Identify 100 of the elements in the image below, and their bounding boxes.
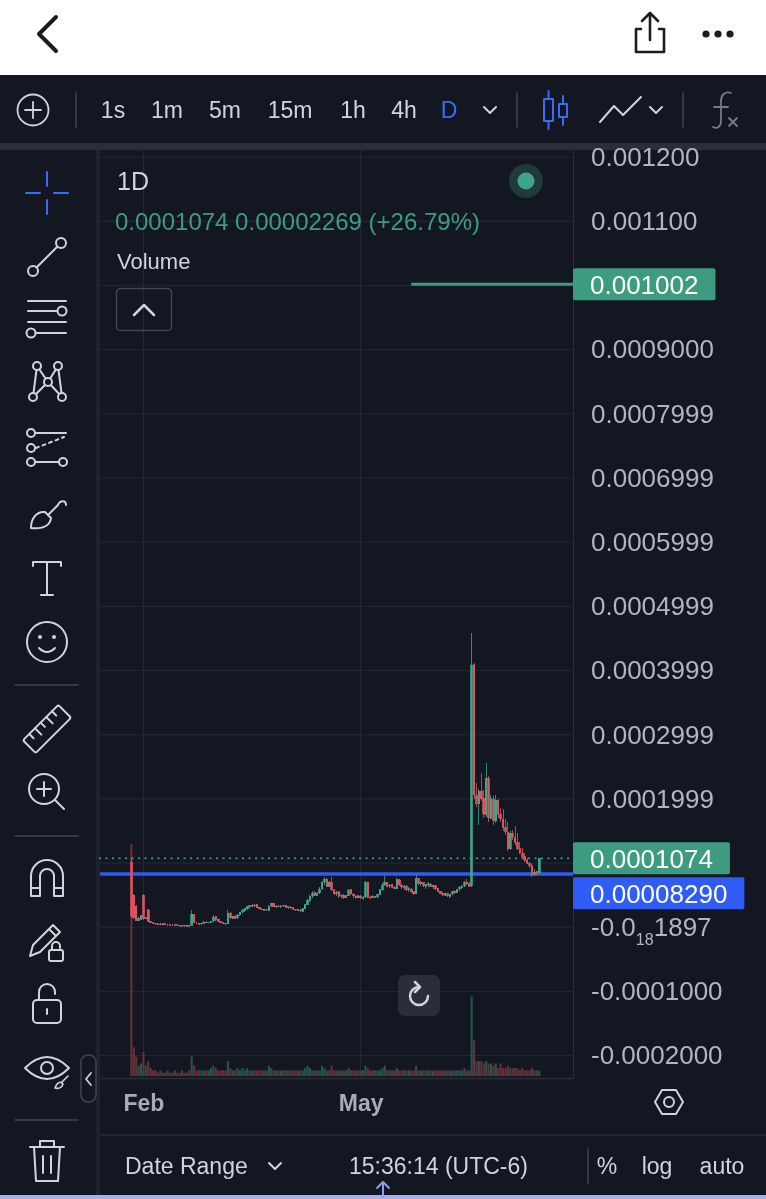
candlestick [180, 924, 184, 927]
candlestick [398, 878, 401, 887]
bar [381, 1068, 384, 1075]
text: Date Range [125, 1153, 248, 1179]
candlestick [207, 921, 210, 924]
candlestick [525, 857, 529, 865]
text: 1h [340, 97, 366, 123]
text: 4h [391, 97, 417, 123]
candlestick [303, 903, 307, 910]
candlestick [277, 904, 280, 908]
candlestick [383, 876, 386, 887]
y-tick-label: 0.001200 [591, 141, 700, 172]
bar [139, 1063, 143, 1075]
bar [209, 1068, 213, 1075]
candlestick [388, 883, 391, 889]
candlestick [458, 885, 461, 891]
y-tick-label: -0.0001000 [591, 976, 723, 1007]
candlestick [320, 880, 324, 891]
bar [460, 1070, 464, 1075]
text: 5m [209, 97, 241, 123]
bar [190, 1056, 193, 1075]
candlestick [154, 922, 157, 925]
candlestick [253, 903, 256, 908]
text: 1m [151, 97, 183, 123]
candlestick [168, 923, 172, 926]
bar [330, 1065, 333, 1075]
candlestick [405, 885, 408, 892]
candlestick [212, 914, 215, 923]
candlestick [455, 888, 459, 894]
bar [137, 1065, 140, 1075]
bar [147, 1061, 150, 1075]
candlestick [183, 924, 186, 927]
candlestick [233, 914, 237, 920]
y-tick-label: 0.0003999 [591, 655, 714, 686]
text: 15m [267, 97, 313, 123]
candlestick [188, 924, 191, 927]
candlestick [511, 829, 514, 841]
text: 1s [100, 97, 126, 123]
bar [499, 1063, 502, 1075]
bar [142, 1051, 145, 1075]
candlestick [308, 894, 312, 902]
x-tick-label: May [338, 1090, 384, 1117]
candlestick [349, 888, 353, 896]
candlestick [316, 891, 319, 897]
candlestick [419, 880, 423, 887]
candlestick [376, 893, 379, 899]
candlestick [255, 903, 259, 909]
y-tick-label: 0.0009000 [591, 334, 714, 365]
x-tick-label: Feb [123, 1090, 165, 1117]
candlestick [436, 887, 440, 893]
text: log [641, 1153, 673, 1179]
text: 15:36:14 (UTC-6) [349, 1153, 528, 1179]
y-tick-label: 0.0007999 [591, 398, 714, 429]
candlestick [284, 904, 288, 909]
candlestick [192, 913, 196, 924]
bar [267, 1065, 270, 1075]
candlestick [506, 821, 510, 852]
candlestick [137, 916, 140, 922]
candlestick [496, 798, 500, 819]
candlestick [523, 852, 526, 863]
y-tick-label: 0.0005999 [591, 527, 714, 558]
y-tick-label: 0.0004999 [591, 591, 714, 622]
candlestick [400, 883, 403, 890]
candlestick [279, 904, 283, 909]
candlestick [226, 910, 230, 925]
y-tick-label: 0.0006999 [591, 462, 714, 493]
text: 0.0001074 0.00002269 (+26.79%) [115, 207, 480, 235]
y-tick-label: 0.0002999 [591, 719, 714, 750]
candlestick [414, 874, 418, 895]
text: D [440, 97, 458, 123]
candlestick [513, 825, 517, 846]
candlestick [142, 894, 145, 921]
bar [304, 1068, 307, 1075]
ref-line-label: 0.0001074 [590, 843, 713, 874]
bar [415, 1065, 418, 1075]
candlestick [306, 898, 309, 906]
candlestick [130, 857, 133, 919]
ref-line-label: 0.00008290 [590, 878, 728, 909]
candlestick [144, 916, 148, 920]
candlestick [484, 762, 488, 818]
annotation: 0.001002 [590, 269, 699, 300]
candlestick [347, 888, 350, 897]
y-tick-label: -0.0$_{18}$1897 [591, 912, 712, 948]
y-tick-label: -0.0002000 [591, 1040, 723, 1071]
candlestick [214, 915, 218, 922]
candlestick [434, 884, 437, 891]
candlestick [468, 881, 471, 888]
text: % [596, 1153, 618, 1179]
candlestick [274, 904, 278, 909]
candlestick [231, 915, 234, 920]
chart-title: Volume [117, 248, 191, 274]
bar [308, 1068, 311, 1075]
candlestick [460, 884, 464, 890]
candlestick [250, 903, 254, 908]
candlestick [282, 904, 285, 908]
bar [470, 996, 473, 1075]
text: 1D [117, 167, 149, 195]
y-tick-label: 0.001100 [591, 206, 698, 237]
bar [193, 1065, 196, 1075]
candlestick [337, 890, 341, 899]
